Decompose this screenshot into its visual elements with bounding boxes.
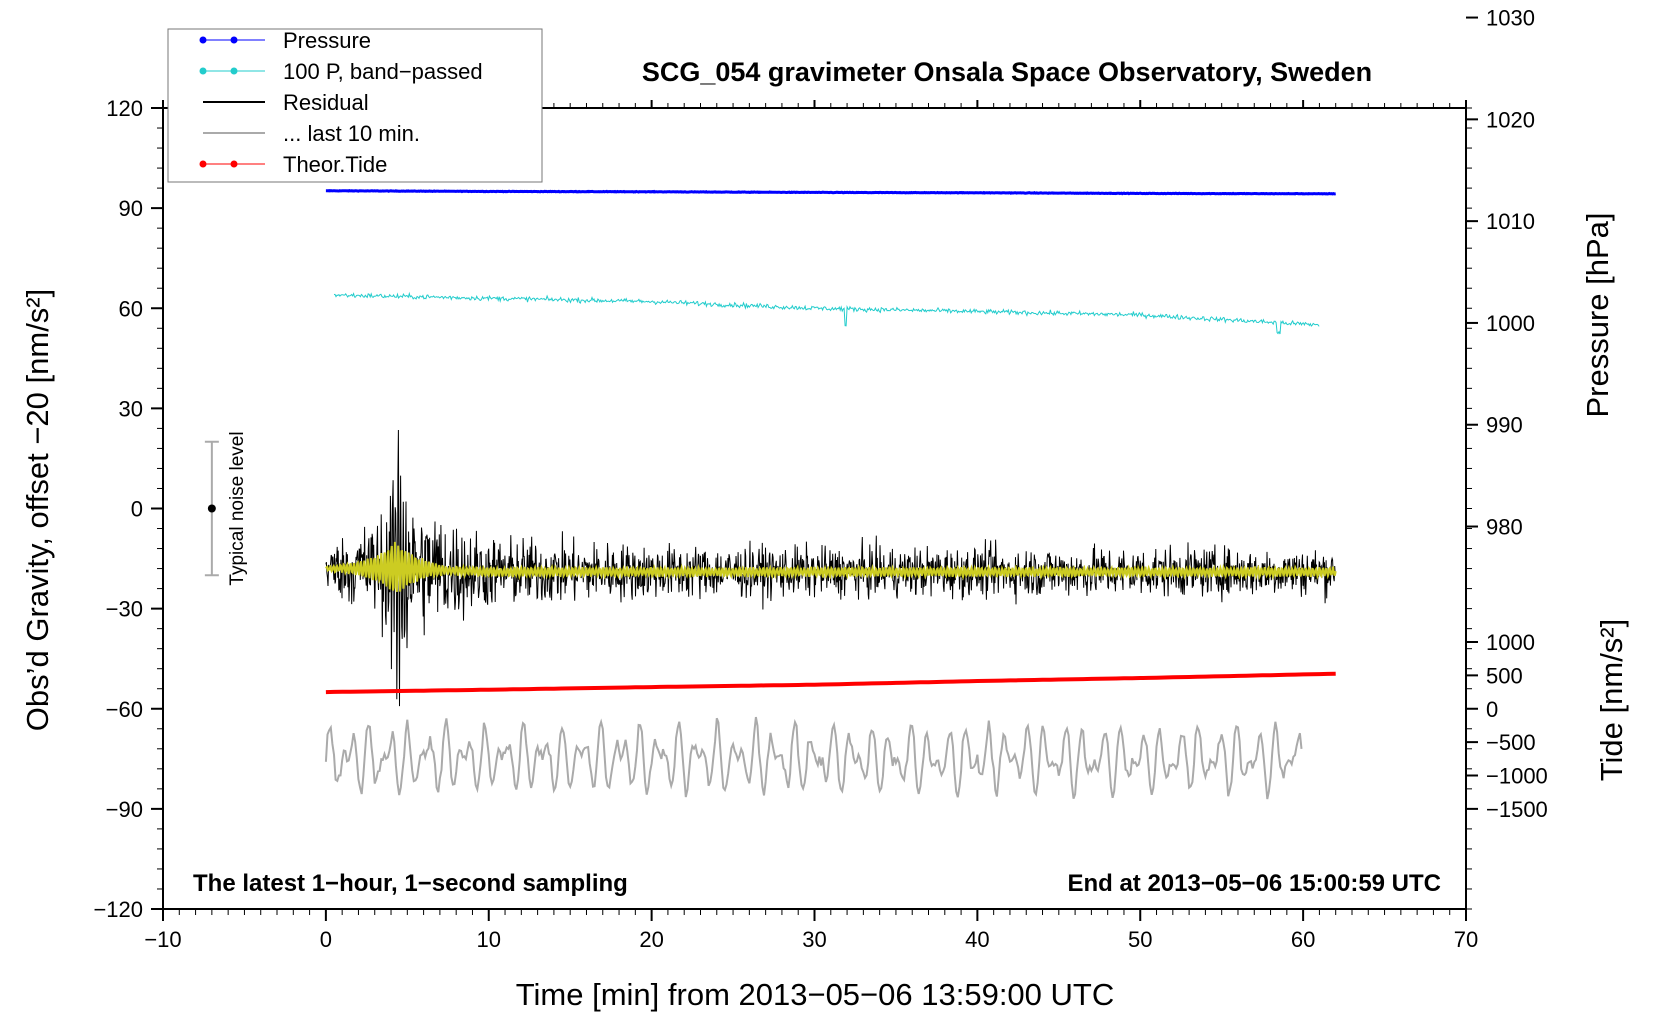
noise-center-dot	[207, 504, 216, 513]
y-tick-label: 120	[106, 96, 143, 121]
pressure-tick-label: 1030	[1486, 6, 1535, 31]
legend-marker-mid	[230, 67, 238, 75]
y-tick-label: 0	[131, 497, 143, 522]
pressure-tick-label: 1000	[1486, 311, 1535, 336]
legend-box	[167, 28, 543, 183]
axis-ticks: −10 0 10 20 30 40 50 60 701209060300−30−60−90−12…	[93, 6, 1547, 952]
legend-label: 100 P, band−passed	[283, 59, 483, 84]
legend-marker-left	[199, 36, 207, 44]
legend-marker-left	[199, 160, 207, 168]
band-passed-pressure-line	[333, 291, 1320, 335]
residual-smoothed-line	[325, 541, 1337, 593]
y-tick-label: −90	[106, 797, 143, 822]
noise-level-indicator: Typical noise level	[204, 431, 248, 586]
y-tick-label: 90	[119, 196, 143, 221]
x-tick-label: 50	[1128, 927, 1152, 952]
x-tick-label: 30	[802, 927, 826, 952]
pressure-tick-label: 980	[1486, 515, 1523, 540]
tide-tick-label: 500	[1486, 663, 1523, 688]
pressure-axis-title: Pressure [hPa]	[1580, 212, 1615, 417]
legend-label: Residual	[283, 90, 369, 115]
y-axis-title: Obs’d Gravity, offset −20 [nm/s²]	[20, 289, 55, 732]
tide-axis-title: Tide [nm/s²]	[1594, 619, 1629, 782]
chart-title: SCG_054 gravimeter Onsala Space Observat…	[642, 57, 1372, 87]
pressure-line	[325, 188, 1336, 196]
legend: Pressure 100 P, band−passed Residual ... la…	[167, 28, 543, 183]
pressure-tick-label: 1020	[1486, 107, 1535, 132]
x-axis-title: Time [min] from 2013−05−06 13:59:00 UTC	[516, 977, 1115, 1012]
note-end-time: End at 2013−05−06 15:00:59 UTC	[1067, 870, 1441, 897]
y-tick-label: 60	[119, 296, 143, 321]
y-tick-label: −60	[106, 697, 143, 722]
legend-label: Pressure	[283, 28, 371, 53]
legend-marker-left	[199, 67, 207, 75]
x-tick-label: −10	[144, 927, 181, 952]
legend-marker-mid	[230, 160, 238, 168]
x-tick-label: 10	[477, 927, 501, 952]
y-tick-label: −120	[93, 897, 143, 922]
legend-label: ... last 10 min.	[283, 121, 420, 146]
tide-tick-label: −500	[1486, 730, 1536, 755]
tide-tick-label: −1500	[1486, 797, 1548, 822]
x-tick-label: 70	[1454, 927, 1478, 952]
tide-tick-label: 0	[1486, 697, 1498, 722]
pressure-tick-label: 1010	[1486, 209, 1535, 234]
x-tick-label: 40	[965, 927, 989, 952]
legend-marker-mid	[230, 36, 238, 44]
last-10-min-line	[324, 716, 1303, 800]
x-tick-label: 0	[320, 927, 332, 952]
note-sampling: The latest 1−hour, 1−second sampling	[193, 870, 628, 897]
noise-label: Typical noise level	[227, 431, 248, 585]
plot-frame	[162, 107, 1467, 910]
tide-tick-label: 1000	[1486, 630, 1535, 655]
theoretical-tide-line	[325, 671, 1336, 695]
tide-tick-label: −1000	[1486, 764, 1548, 789]
y-tick-label: 30	[119, 396, 143, 421]
pressure-tick-label: 990	[1486, 413, 1523, 438]
x-tick-label: 60	[1291, 927, 1315, 952]
y-tick-label: −30	[106, 597, 143, 622]
legend-label: Theor.Tide	[283, 152, 387, 177]
x-tick-label: 20	[639, 927, 663, 952]
data-traces	[324, 188, 1337, 800]
